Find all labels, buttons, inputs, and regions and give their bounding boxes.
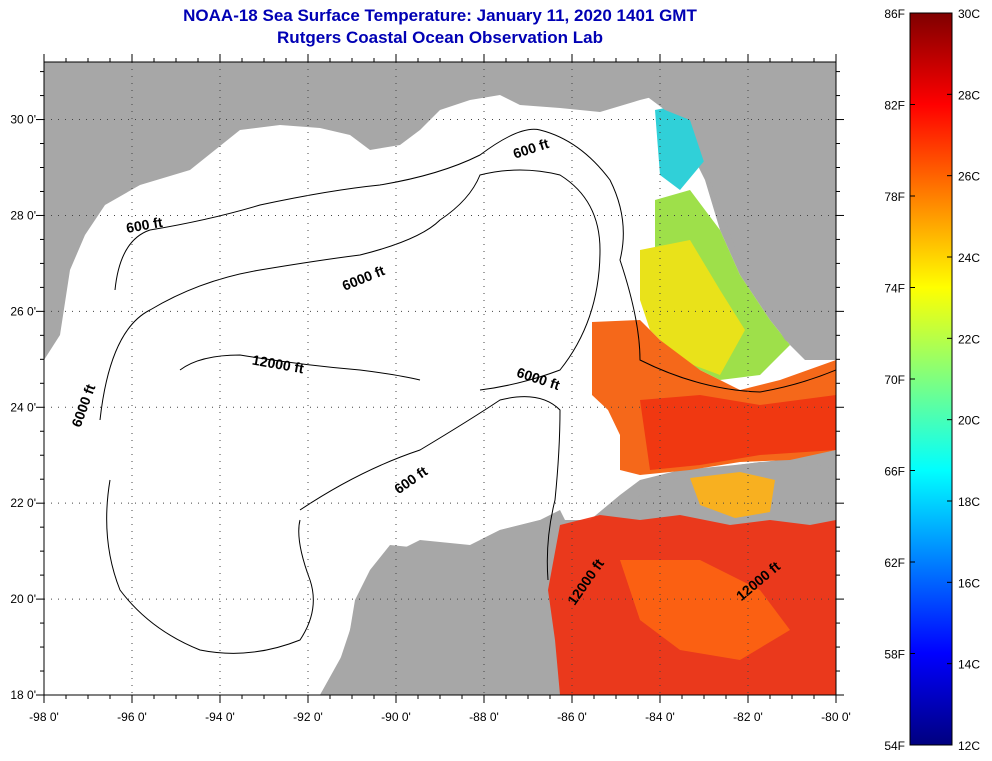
fahrenheit-label: 86F xyxy=(884,7,905,21)
latitude-label: 26 0' xyxy=(10,304,36,318)
longitude-label: -98 0' xyxy=(29,710,59,724)
yucatan-land xyxy=(320,520,555,695)
map-subtitle: Rutgers Coastal Ocean Observation Lab xyxy=(277,28,603,47)
gulf-water xyxy=(44,95,836,695)
caribbean-sst-orange xyxy=(620,560,790,660)
latitude-label: 22 0' xyxy=(10,496,36,510)
latitude-label: 18 0' xyxy=(10,688,36,702)
celsius-label: 16C xyxy=(958,576,980,590)
longitude-label: -82 0' xyxy=(733,710,763,724)
latitude-labels: 18 0' 20 0' 22 0' 24 0' 26 0' 28 0' 30 0' xyxy=(10,113,36,702)
latitude-label: 30 0' xyxy=(10,113,36,127)
celsius-label: 14C xyxy=(958,658,980,672)
fahrenheit-label: 70F xyxy=(884,373,905,387)
longitude-label: -88 0' xyxy=(469,710,499,724)
graticule xyxy=(44,62,836,695)
florida-land xyxy=(640,62,836,355)
celsius-label: 24C xyxy=(958,251,980,265)
longitude-label: -92 0' xyxy=(293,710,323,724)
fahrenheit-label: 62F xyxy=(884,556,905,570)
florida-shelf-sst-yellow xyxy=(640,240,745,375)
longitude-label: -94 0' xyxy=(205,710,235,724)
se-gulf-sst-red xyxy=(640,395,836,470)
map-ticks xyxy=(36,54,844,703)
celsius-label: 20C xyxy=(958,414,980,428)
celsius-label: 30C xyxy=(958,7,980,21)
fahrenheit-label: 74F xyxy=(884,282,905,296)
longitude-label: -86 0' xyxy=(557,710,587,724)
celsius-label: 18C xyxy=(958,495,980,509)
longitude-label: -96 0' xyxy=(117,710,147,724)
celsius-label: 12C xyxy=(958,739,980,753)
contour-6000ft-west xyxy=(106,479,314,654)
contour-600ft-north xyxy=(114,128,836,393)
longitude-label: -84 0' xyxy=(645,710,675,724)
longitude-label: -80 0' xyxy=(821,710,851,724)
fahrenheit-label: 78F xyxy=(884,190,905,204)
latitude-label: 24 0' xyxy=(10,400,36,414)
colorbar-fahrenheit-labels: 86F 82F 78F 74F 70F 66F 62F 58F 54F xyxy=(884,7,915,753)
cuba-coast-sst xyxy=(690,472,775,518)
longitude-label: -90 0' xyxy=(381,710,411,724)
contour-6000ft xyxy=(99,169,601,421)
latitude-label: 28 0' xyxy=(10,208,36,222)
fahrenheit-label: 58F xyxy=(884,648,905,662)
celsius-label: 22C xyxy=(958,332,980,346)
fahrenheit-label: 54F xyxy=(884,739,905,753)
contour-label: 600 ft xyxy=(125,214,164,236)
celsius-label: 28C xyxy=(958,88,980,102)
contour-600ft-south xyxy=(299,396,561,581)
colorbar-celsius-labels: 30C 28C 26C 24C 22C 20C 18C 16C 14C 12C xyxy=(947,7,980,753)
contour-12000ft xyxy=(179,354,421,381)
fahrenheit-label: 66F xyxy=(884,465,905,479)
colorbar xyxy=(909,12,953,746)
fahrenheit-label: 82F xyxy=(884,99,905,113)
celsius-label: 26C xyxy=(958,170,980,184)
map-title: NOAA-18 Sea Surface Temperature: January… xyxy=(183,6,697,25)
depth-contours xyxy=(99,128,836,654)
latitude-label: 20 0' xyxy=(10,592,36,606)
longitude-labels: -98 0' -96 0' -94 0' -92 0' -90 0' -88 0' -86 … xyxy=(29,710,851,724)
